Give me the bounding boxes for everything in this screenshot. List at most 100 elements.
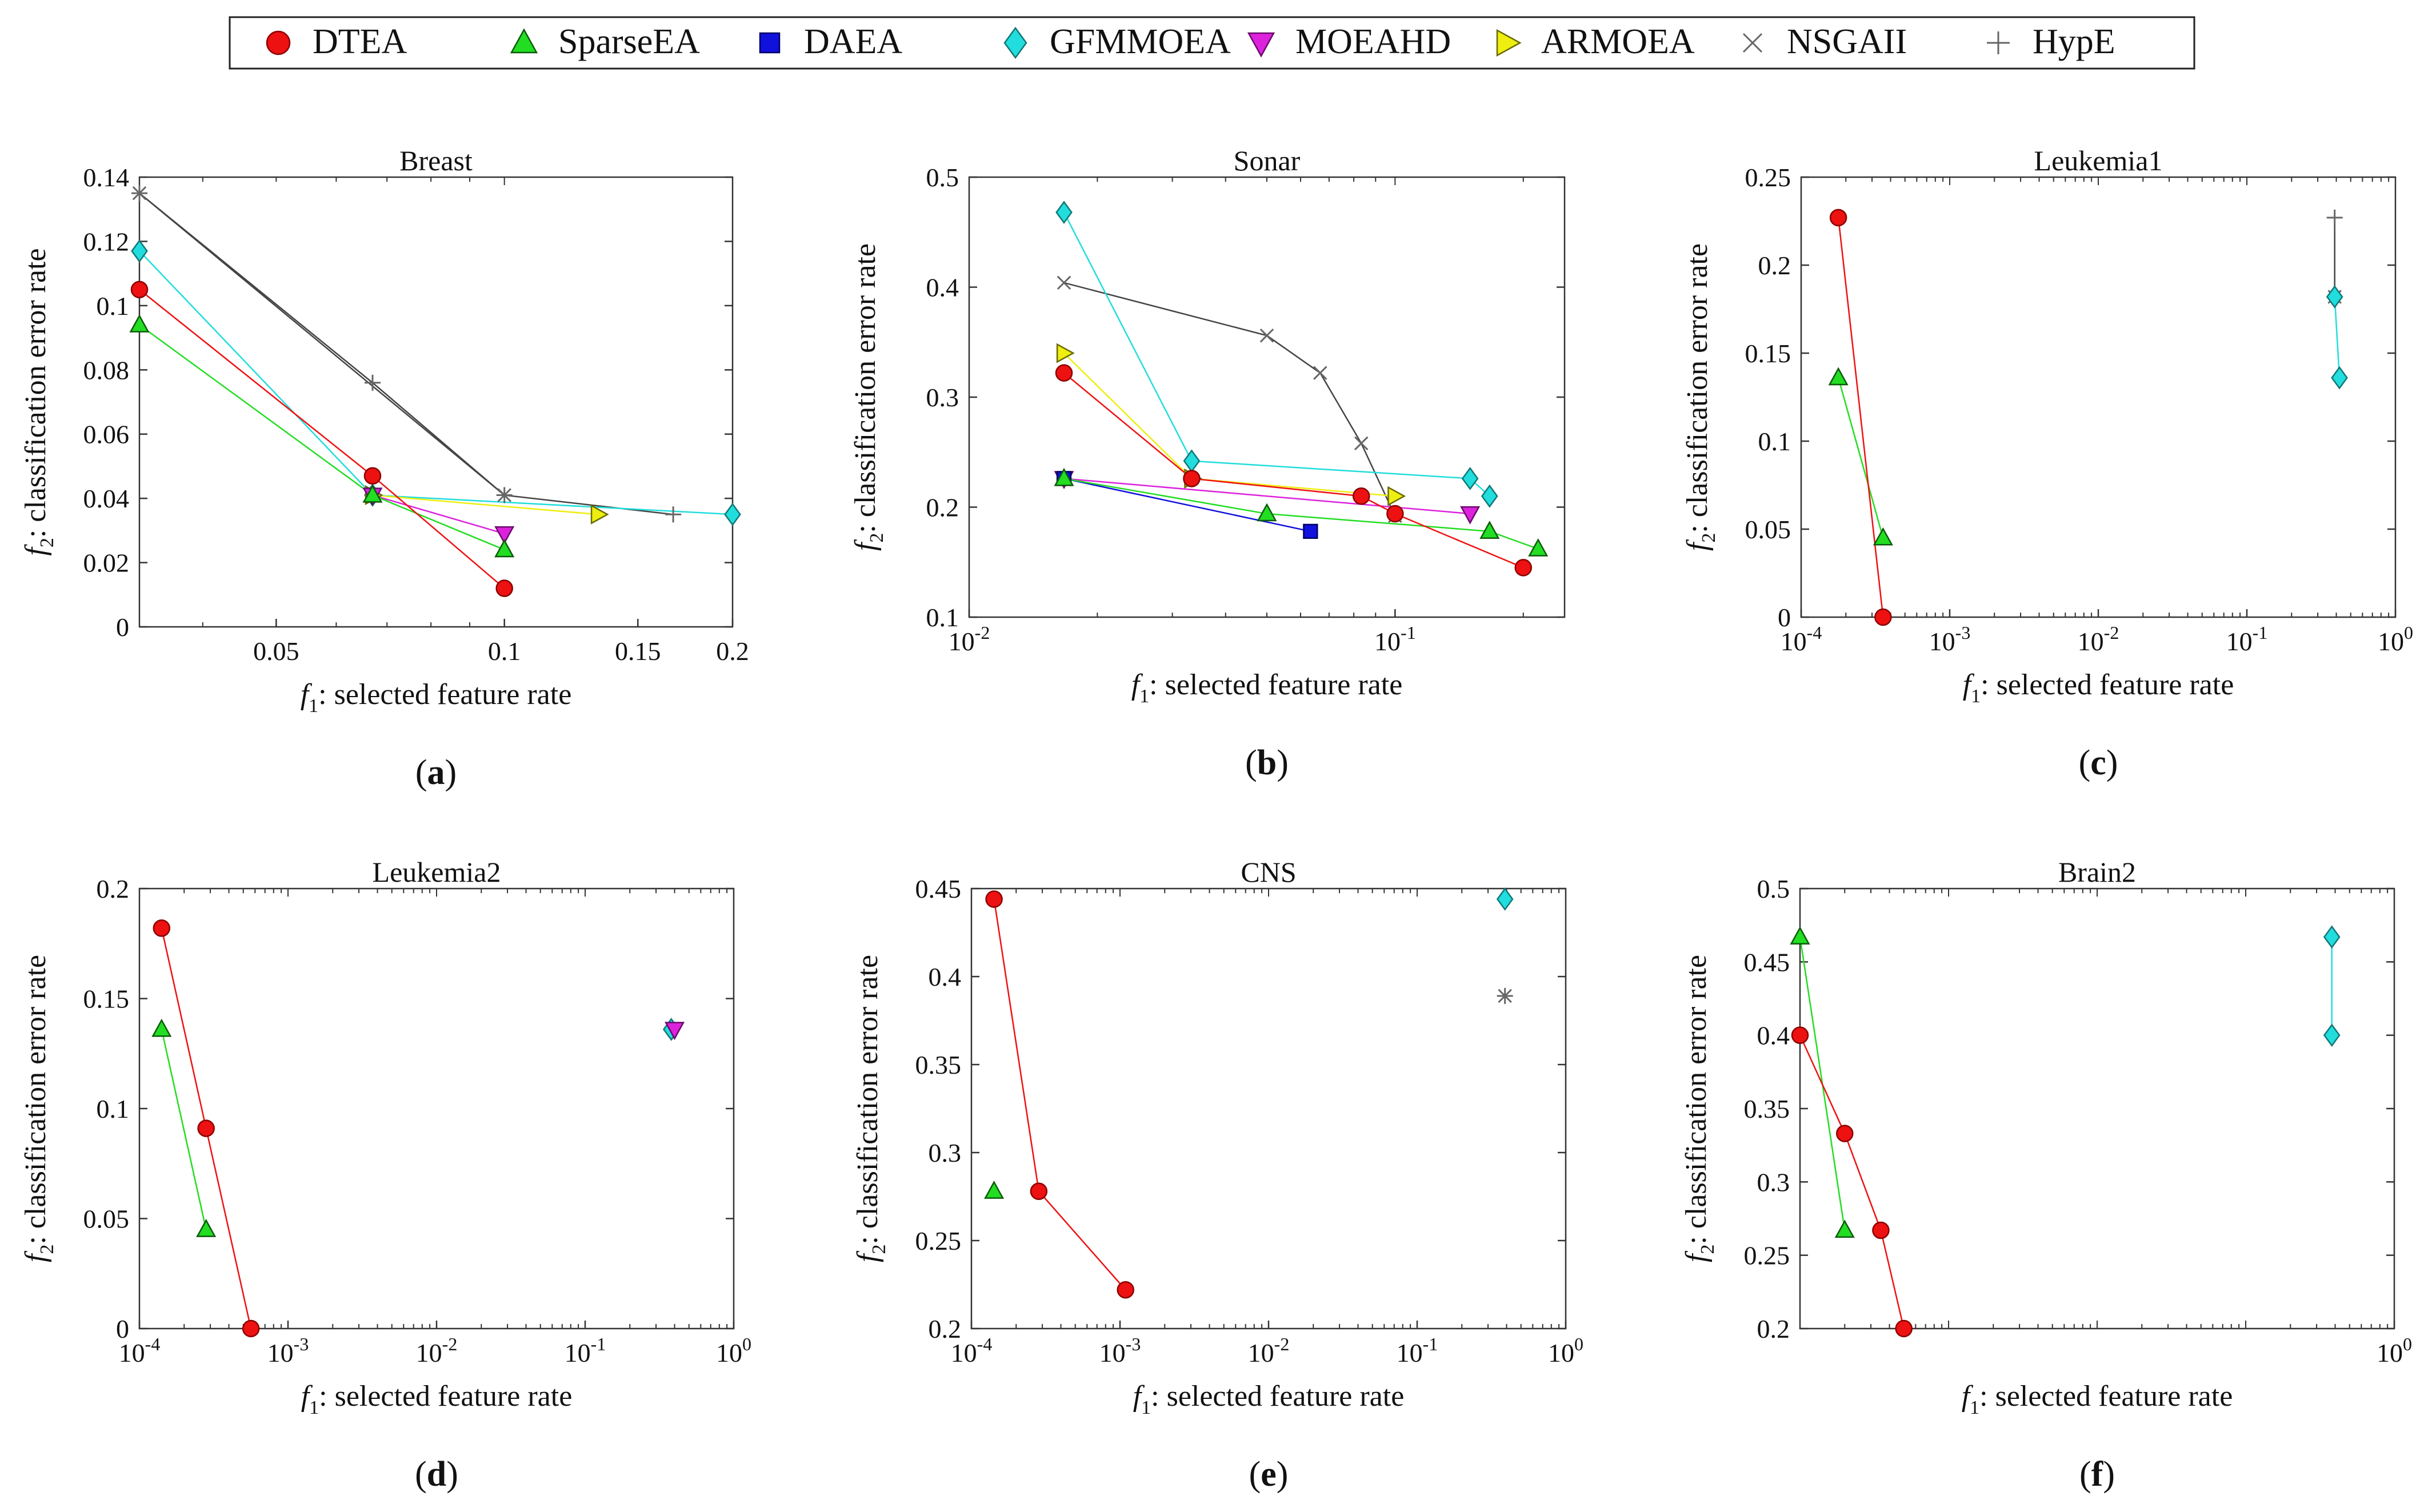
panel-label-open: ( [2079, 1455, 2091, 1494]
data-point-gfmmoea [724, 502, 741, 526]
panel-label-letter: d [427, 1455, 446, 1494]
x-axis-label: f1: selected feature rate [1962, 1380, 2233, 1418]
x-tick-base: 10 [1781, 627, 1807, 656]
x-axis-label-text: : selected feature rate [1151, 1380, 1404, 1413]
x-tick-label: 10-4 [1781, 622, 1822, 656]
panel-label-letter: e [1261, 1455, 1277, 1494]
x-axis-label-sub: 1 [309, 695, 318, 717]
panel-label-letter: f [2091, 1455, 2104, 1494]
data-point-dtea [985, 890, 1003, 908]
y-tick-label: 0.15 [1745, 339, 1791, 368]
y-axis-label-text: : classification error rate [19, 955, 52, 1245]
y-tick-label: 0.4 [926, 273, 959, 302]
x-tick-label: 10-2 [949, 622, 990, 656]
y-axis-label: f2: classification error rate [849, 243, 887, 551]
chart-title: Sonar [1234, 145, 1301, 177]
data-point-gfmmoea [2323, 925, 2341, 949]
legend-label: ARMOEA [1541, 22, 1695, 61]
x-tick-label: 10-2 [2078, 622, 2119, 656]
legend-item-daea: DAEA [759, 22, 902, 61]
x-tick-base: 10 [267, 1338, 294, 1367]
y-tick-label: 0.05 [1745, 515, 1791, 544]
data-point-sparseea [1257, 503, 1277, 522]
y-axis-label-text: : classification error rate [19, 248, 52, 538]
legend-item-nsgaii: NSGAII [1742, 22, 1907, 61]
y-tick-label: 0.06 [83, 420, 130, 449]
y-tick-label: 0.4 [929, 962, 962, 991]
series-line-armoea [372, 494, 599, 515]
x-tick-base: 10 [2378, 627, 2404, 656]
plot-frame [1799, 887, 2395, 1330]
data-point-hype [364, 374, 381, 391]
x-tick-exponent: -2 [1274, 1334, 1290, 1354]
data-point-dtea [495, 579, 513, 597]
series-line-sparseea [161, 1029, 207, 1230]
y-tick-label: 0.3 [926, 383, 959, 412]
x-tick-label: 10-2 [416, 1334, 458, 1367]
x-tick-label: 0.15 [615, 637, 661, 666]
y-axis-label-text: : classification error rate [851, 955, 884, 1245]
x-tick-label: 10-4 [119, 1334, 161, 1367]
x-tick-exponent: 0 [2403, 1334, 2412, 1354]
data-point-dtea [242, 1319, 260, 1338]
x-axis-label-sub: 1 [1141, 1397, 1151, 1418]
data-point-dtea [1791, 1026, 1809, 1044]
panel-label-close: ) [2106, 743, 2118, 782]
chart-title: Leukemia2 [373, 856, 501, 888]
y-tick-label: 0.2 [1758, 251, 1791, 280]
y-axis-label: f2: classification error rate [1680, 955, 1718, 1262]
y-tick-label: 0.15 [83, 985, 130, 1014]
x-tick-base: 10 [1099, 1338, 1126, 1367]
data-point-gfmmoea [2323, 1023, 2341, 1047]
x-tick-exponent: -1 [1401, 622, 1416, 643]
x-axis-label-sub: 1 [1970, 1397, 1979, 1418]
x-tick-base: 10 [119, 1338, 145, 1367]
x-tick-label: 10-1 [565, 1334, 606, 1367]
chart-panel-breast: 0.05 0.1 0.15 0.2 0 0.02 0.04 0.06 0.08 0.1 0.12 0.… [19, 145, 749, 792]
data-point-hype [1497, 987, 1513, 1004]
data-point-dtea [153, 919, 171, 937]
data-point-moeahd [1460, 506, 1481, 525]
panel-label-open: ( [415, 1455, 427, 1494]
chart-panel-cns: 10-4 10-3 10-2 10-1 1000.20.250.30.350.40.45… [851, 856, 1583, 1494]
series-line-gfmmoea [2334, 297, 2341, 378]
data-point-gfmmoea [2326, 285, 2343, 309]
x-tick-base: 10 [1929, 627, 1955, 656]
x-tick-base: 10 [716, 1338, 742, 1367]
legend-item-hype: HypE [1987, 22, 2115, 61]
legend-marker-hype [1987, 31, 2010, 54]
legend: DTEA SparseEA DAEA GFMMOEA MOEAHD ARMOEA NSGAI… [229, 16, 2195, 70]
data-point-moeahd [665, 1022, 685, 1041]
x-tick-label: 10-1 [1374, 622, 1416, 656]
x-axis-label: f1: selected feature rate [1963, 669, 2234, 707]
data-point-sparseea [1790, 926, 1810, 945]
legend-item-gfmmoea: GFMMOEA [1003, 22, 1231, 61]
y-tick-label: 0.3 [1757, 1167, 1790, 1197]
x-tick-exponent: -1 [2253, 622, 2268, 643]
series-group [1790, 925, 2341, 1338]
panel-label-close: ) [446, 1455, 458, 1494]
series-group [129, 185, 741, 597]
y-axis-label: f2: classification error rate [19, 248, 58, 555]
plot-frame [968, 176, 1566, 618]
data-point-sparseea [984, 1181, 1005, 1199]
legend-item-sparseea: SparseEA [510, 22, 700, 61]
y-axis-label-sub: 2 [37, 1245, 58, 1254]
series-line-sparseea [1837, 377, 1884, 538]
y-tick-label: 0.25 [1744, 1241, 1790, 1270]
legend-label: DAEA [804, 22, 902, 61]
x-tick-base: 10 [2078, 627, 2104, 656]
x-tick-base: 10 [949, 627, 975, 656]
panel-label: (f) [2079, 1455, 2115, 1494]
y-axis-label: f2: classification error rate [851, 955, 890, 1262]
x-tick-base: 10 [1548, 1338, 1574, 1367]
y-axis-label-sub: 2 [1697, 1245, 1718, 1254]
x-tick-label: 10-3 [267, 1334, 309, 1367]
legend-box [229, 16, 2195, 70]
data-point-dtea [1352, 487, 1370, 505]
data-point-sparseea [1054, 467, 1074, 486]
legend-marker-daea [759, 32, 781, 54]
